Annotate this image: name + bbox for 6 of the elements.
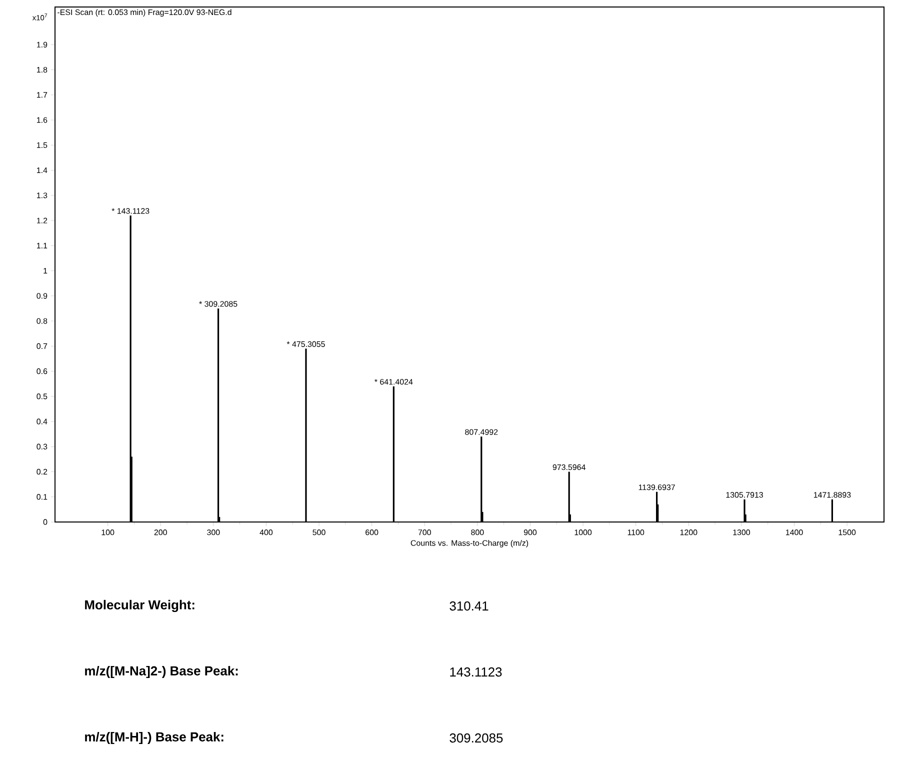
text: 143.1123 (450, 667, 502, 677)
text: 309.2085 (450, 733, 503, 743)
text: m/z([M-H]-) Base Peak: (85, 732, 224, 744)
text: 310.41 (450, 601, 488, 611)
text: m/z([M-Na]2-) Base Peak: (85, 666, 238, 678)
text: Molecular Weight: (85, 600, 194, 612)
